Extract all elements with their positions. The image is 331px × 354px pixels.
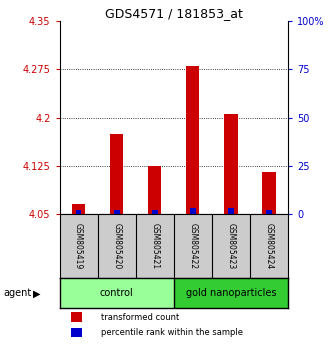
Text: GSM805423: GSM805423 bbox=[226, 223, 235, 269]
Bar bbox=[76, 210, 81, 214]
Bar bbox=[224, 114, 238, 214]
Bar bbox=[152, 210, 158, 214]
Bar bbox=[262, 172, 276, 214]
Bar bbox=[228, 208, 234, 214]
Bar bbox=[60, 278, 174, 308]
Bar bbox=[60, 214, 98, 278]
Bar bbox=[250, 214, 288, 278]
Text: GSM805420: GSM805420 bbox=[112, 223, 121, 269]
Text: agent: agent bbox=[3, 289, 31, 298]
Text: ▶: ▶ bbox=[33, 289, 41, 298]
Bar bbox=[212, 214, 250, 278]
Bar bbox=[174, 214, 212, 278]
Bar bbox=[72, 204, 85, 214]
Bar bbox=[114, 210, 119, 214]
Bar bbox=[148, 166, 162, 214]
Text: GSM805419: GSM805419 bbox=[74, 223, 83, 269]
Bar bbox=[71, 328, 82, 337]
Bar bbox=[190, 208, 196, 214]
Text: GSM805424: GSM805424 bbox=[264, 223, 273, 269]
Text: control: control bbox=[100, 289, 133, 298]
Title: GDS4571 / 181853_at: GDS4571 / 181853_at bbox=[105, 7, 243, 20]
Bar bbox=[186, 66, 200, 214]
Text: gold nanoparticles: gold nanoparticles bbox=[186, 289, 276, 298]
Text: transformed count: transformed count bbox=[101, 313, 179, 322]
Bar bbox=[71, 312, 82, 322]
Text: percentile rank within the sample: percentile rank within the sample bbox=[101, 328, 243, 337]
Bar bbox=[110, 134, 123, 214]
Bar bbox=[174, 278, 288, 308]
Text: GSM805421: GSM805421 bbox=[150, 223, 159, 269]
Bar bbox=[136, 214, 174, 278]
Bar bbox=[266, 210, 272, 214]
Bar bbox=[98, 214, 136, 278]
Text: GSM805422: GSM805422 bbox=[188, 223, 197, 269]
